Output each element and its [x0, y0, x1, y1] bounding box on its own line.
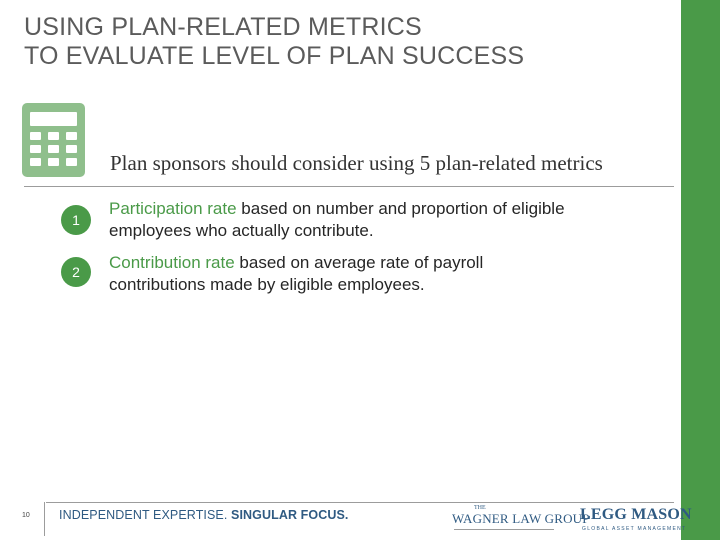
logo-legg-sub: GLOBAL ASSET MANAGEMENT [582, 526, 687, 532]
metric-text: Contribution rate based on average rate … [109, 252, 579, 296]
footer-vertical-divider [44, 502, 45, 536]
footer-tagline: INDEPENDENT EXPERTISE. SINGULAR FOCUS. [59, 508, 349, 522]
title-line-1: USING PLAN-RELATED METRICS [24, 13, 422, 41]
logo-wagner-rule [454, 529, 554, 530]
number-badge: 1 [61, 205, 91, 235]
logo-wagner-main: WAGNER LAW GROUP [452, 511, 590, 526]
page-number: 10 [22, 512, 30, 519]
metric-description: based on number and proportion of eligib… [109, 199, 565, 240]
slide-title: USING PLAN-RELATED METRICS TO EVALUATE L… [24, 13, 664, 71]
title-line-2: TO EVALUATE LEVEL OF PLAN SUCCESS [24, 42, 525, 70]
intro-text: Plan sponsors should consider using 5 pl… [110, 151, 603, 175]
logo-wagner-small: THE [474, 505, 486, 511]
number-badge: 2 [61, 257, 91, 287]
logo-legg-main: LEGG MASON [580, 506, 692, 523]
metric-description: based on average rate of payroll contrib… [109, 253, 484, 294]
wagner-law-group-logo: THE WAGNER LAW GROUP [452, 505, 590, 535]
footer-divider [46, 502, 674, 503]
metric-name: Contribution rate [109, 253, 235, 272]
tagline-regular: INDEPENDENT EXPERTISE. [59, 508, 228, 522]
metric-name: Participation rate [109, 199, 237, 218]
side-accent-bar [681, 0, 720, 540]
legg-mason-logo: LEGG MASON GLOBAL ASSET MANAGEMENT [580, 506, 692, 536]
metric-text: Participation rate based on number and p… [109, 198, 579, 242]
header-divider [24, 186, 674, 187]
tagline-bold: SINGULAR FOCUS. [227, 508, 349, 522]
calculator-icon [22, 103, 85, 177]
